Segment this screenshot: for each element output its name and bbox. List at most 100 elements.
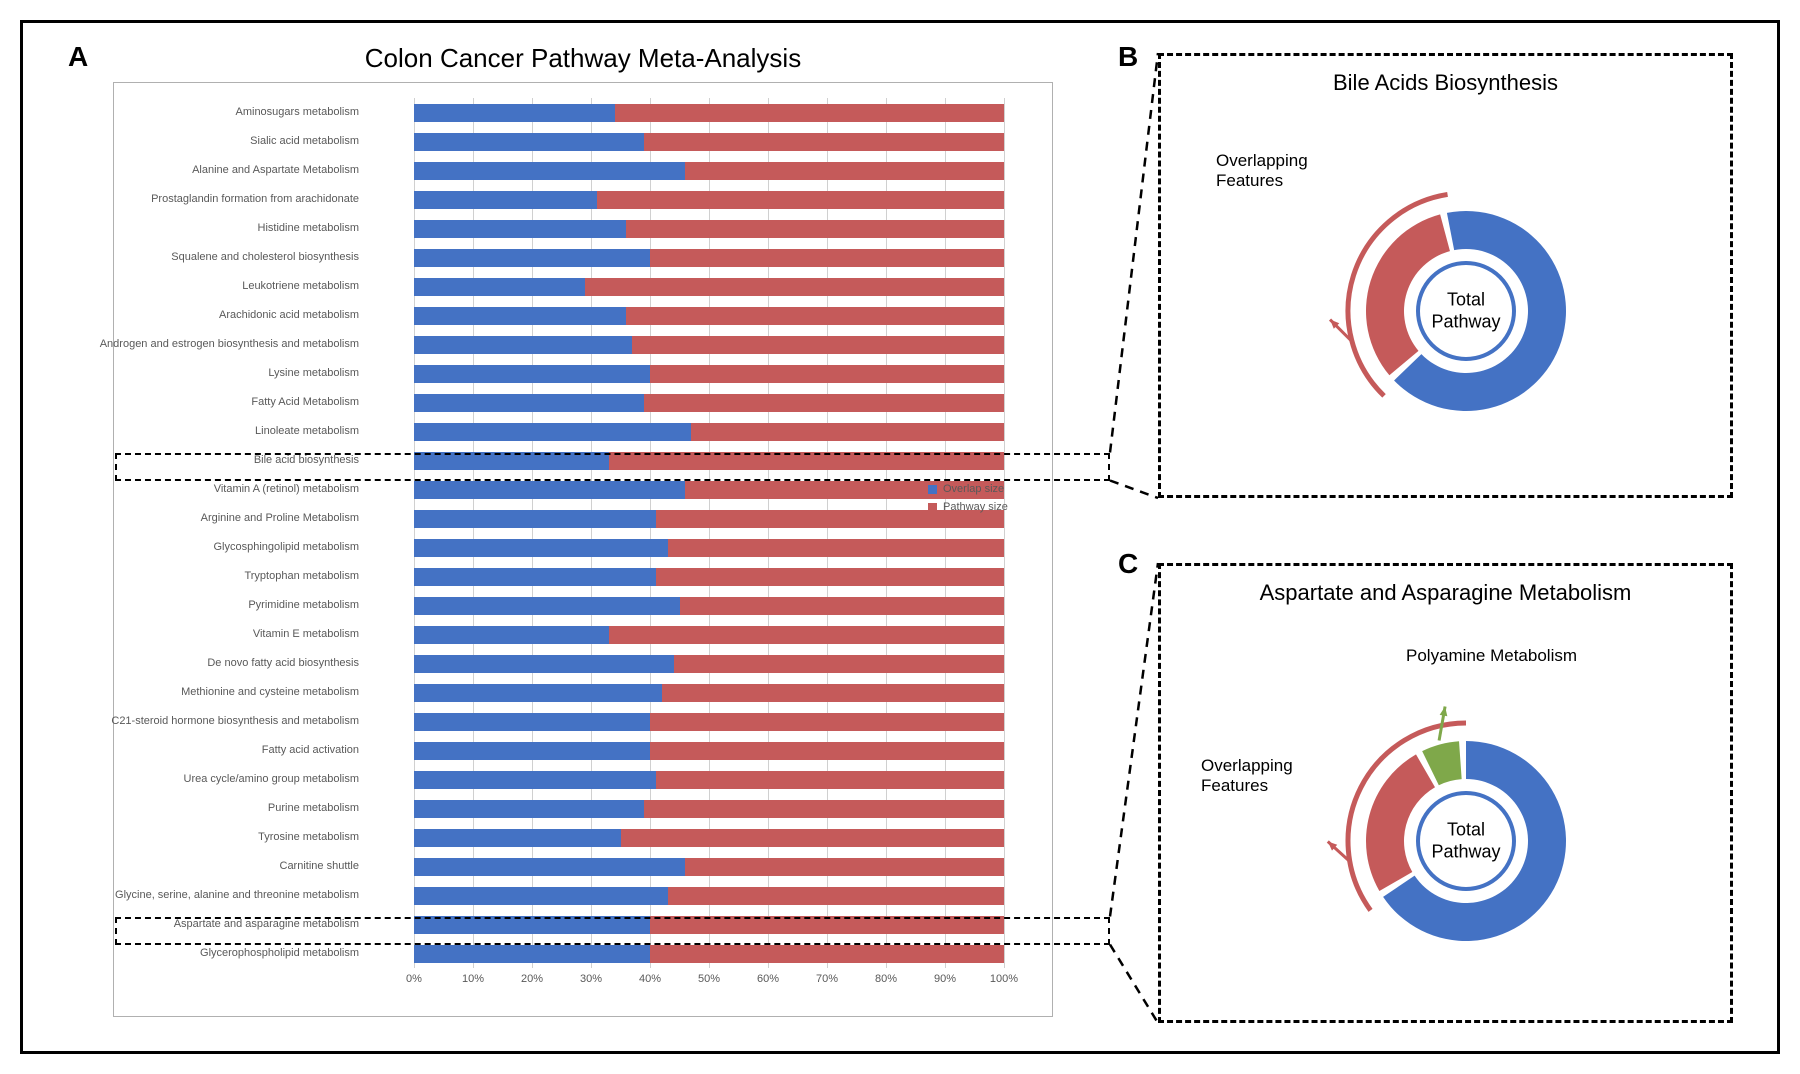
bar-segment-pathway xyxy=(609,452,1004,470)
x-tick-label: 10% xyxy=(462,973,484,985)
bar-row: Fatty acid activation xyxy=(414,742,1004,760)
bar-row: Aspartate and asparagine metabolism xyxy=(414,916,1004,934)
bar-row: Androgen and estrogen biosynthesis and m… xyxy=(414,336,1004,354)
bar-segment-overlap xyxy=(414,597,680,615)
bar-label: Linoleate metabolism xyxy=(69,425,359,437)
bar-segment-pathway xyxy=(650,249,1004,267)
x-axis: 0%10%20%30%40%50%60%70%80%90%100% xyxy=(414,973,1004,1003)
legend-swatch-pathway xyxy=(928,503,937,512)
panel-b-box: Bile Acids Biosynthesis OverlappingFeatu… xyxy=(1158,53,1733,498)
bar-label: Fatty acid activation xyxy=(69,744,359,756)
bar-segment-pathway xyxy=(609,626,1004,644)
bar-row: De novo fatty acid biosynthesis xyxy=(414,655,1004,673)
bar-segment-overlap xyxy=(414,800,644,818)
bar-label: Leukotriene metabolism xyxy=(69,280,359,292)
panel-c-polyamine-label: Polyamine Metabolism xyxy=(1406,646,1577,666)
bar-label: Glycine, serine, alanine and threonine m… xyxy=(69,889,359,901)
bar-segment-overlap xyxy=(414,307,626,325)
panel-c-box: Aspartate and Asparagine Metabolism Over… xyxy=(1158,563,1733,1023)
x-tick-label: 100% xyxy=(990,973,1018,985)
bar-segment-overlap xyxy=(414,539,668,557)
bar-segment-overlap xyxy=(414,278,585,296)
bar-segment-overlap xyxy=(414,858,685,876)
bar-segment-overlap xyxy=(414,191,597,209)
panel-b-center-label: TotalPathway xyxy=(1431,289,1500,332)
bar-segment-overlap xyxy=(414,829,621,847)
bar-segment-overlap xyxy=(414,336,632,354)
panel-label-a: A xyxy=(68,41,88,73)
figure-container: A B C Colon Cancer Pathway Meta-Analysis… xyxy=(20,20,1780,1054)
bar-label: Prostaglandin formation from arachidonat… xyxy=(69,193,359,205)
x-tick-label: 0% xyxy=(406,973,422,985)
bar-segment-overlap xyxy=(414,162,685,180)
bar-segment-pathway xyxy=(585,278,1004,296)
bar-segment-overlap xyxy=(414,481,685,499)
bar-label: Vitamin E metabolism xyxy=(69,628,359,640)
bar-segment-pathway xyxy=(650,916,1004,934)
bar-segment-overlap xyxy=(414,452,609,470)
bar-segment-overlap xyxy=(414,568,656,586)
bar-segment-pathway xyxy=(650,713,1004,731)
bar-segment-pathway xyxy=(644,133,1004,151)
legend-swatch-overlap xyxy=(928,485,937,494)
bar-plot: Aminosugars metabolismSialic acid metabo… xyxy=(414,98,1004,968)
bar-segment-pathway xyxy=(668,887,1004,905)
bar-segment-overlap xyxy=(414,423,691,441)
bar-label: Urea cycle/amino group metabolism xyxy=(69,773,359,785)
bar-row: Tyrosine metabolism xyxy=(414,829,1004,847)
bar-label: Methionine and cysteine metabolism xyxy=(69,686,359,698)
bar-segment-overlap xyxy=(414,365,650,383)
bar-row: Arginine and Proline Metabolism xyxy=(414,510,1004,528)
bar-segment-overlap xyxy=(414,249,650,267)
bar-label: Histidine metabolism xyxy=(69,222,359,234)
panel-c-donut-wrap: OverlappingFeatures Polyamine Metabolism… xyxy=(1161,606,1730,1010)
bar-row: Vitamin A (retinol) metabolism xyxy=(414,481,1004,499)
bar-row: Sialic acid metabolism xyxy=(414,133,1004,151)
panel-b-donut-wrap: OverlappingFeatures TotalPathway xyxy=(1161,96,1730,485)
bar-segment-overlap xyxy=(414,104,615,122)
legend-item-pathway: Pathway size xyxy=(928,501,1008,513)
bar-segment-overlap xyxy=(414,133,644,151)
bar-label: Lysine metabolism xyxy=(69,367,359,379)
bar-segment-pathway xyxy=(674,655,1004,673)
bar-segment-pathway xyxy=(626,307,1004,325)
panel-label-b: B xyxy=(1118,41,1138,73)
bar-label: Carnitine shuttle xyxy=(69,860,359,872)
bar-segment-overlap xyxy=(414,742,650,760)
x-tick-label: 30% xyxy=(580,973,602,985)
bar-segment-pathway xyxy=(650,945,1004,963)
bar-row: Prostaglandin formation from arachidonat… xyxy=(414,191,1004,209)
bar-segment-pathway xyxy=(656,568,1004,586)
bar-row: Leukotriene metabolism xyxy=(414,278,1004,296)
bar-row: Linoleate metabolism xyxy=(414,423,1004,441)
x-tick-label: 20% xyxy=(521,973,543,985)
bar-segment-overlap xyxy=(414,771,656,789)
bar-segment-overlap xyxy=(414,684,662,702)
bar-label: Purine metabolism xyxy=(69,802,359,814)
bar-segment-pathway xyxy=(621,829,1005,847)
x-tick-label: 40% xyxy=(639,973,661,985)
bar-row: Glycine, serine, alanine and threonine m… xyxy=(414,887,1004,905)
bar-label: C21-steroid hormone biosynthesis and met… xyxy=(69,715,359,727)
panel-label-c: C xyxy=(1118,548,1138,580)
panel-b-overlap-label: OverlappingFeatures xyxy=(1216,151,1308,191)
donut-c xyxy=(1161,606,1736,1016)
panel-c-overlap-label: OverlappingFeatures xyxy=(1201,756,1293,796)
panel-a: Colon Cancer Pathway Meta-Analysis Amino… xyxy=(113,43,1053,1017)
legend-text-pathway: Pathway size xyxy=(943,501,1008,513)
bar-label: Aspartate and asparagine metabolism xyxy=(69,918,359,930)
bar-label: De novo fatty acid biosynthesis xyxy=(69,657,359,669)
bar-label: Arginine and Proline Metabolism xyxy=(69,512,359,524)
bar-label: Glycosphingolipid metabolism xyxy=(69,541,359,553)
bar-segment-overlap xyxy=(414,916,650,934)
bar-segment-pathway xyxy=(691,423,1004,441)
legend-text-overlap: Overlap size xyxy=(943,483,1004,495)
x-tick-label: 50% xyxy=(698,973,720,985)
bar-segment-overlap xyxy=(414,713,650,731)
bar-segment-overlap xyxy=(414,655,674,673)
bar-row: Purine metabolism xyxy=(414,800,1004,818)
bar-label: Tyrosine metabolism xyxy=(69,831,359,843)
bar-segment-pathway xyxy=(680,597,1005,615)
bar-row: Glycerophospholipid metabolism xyxy=(414,945,1004,963)
bar-segment-pathway xyxy=(632,336,1004,354)
